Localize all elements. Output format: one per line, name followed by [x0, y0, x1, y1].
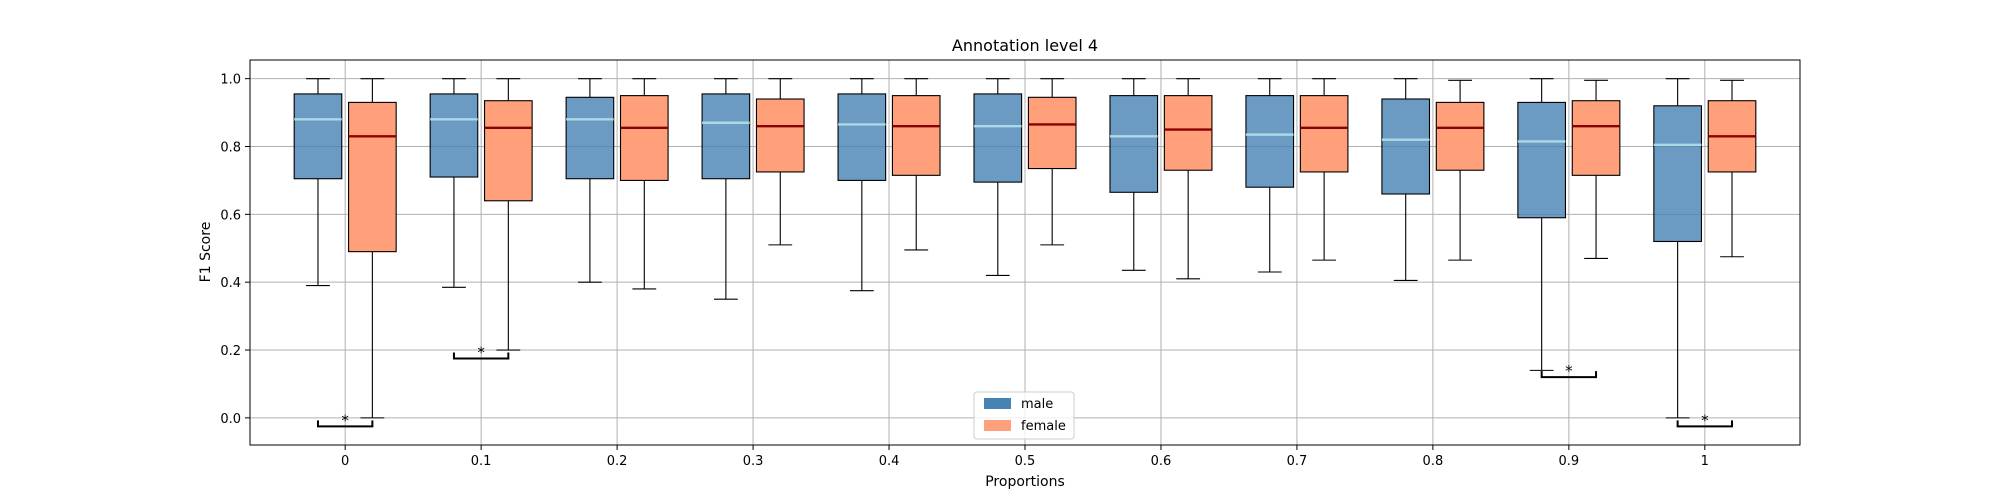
x-tick-label: 0.1 — [471, 454, 492, 469]
box-male — [1245, 95, 1295, 188]
box-male — [1653, 105, 1702, 243]
y-tick-label: 0.6 — [220, 208, 241, 223]
y-tick-label: 0.8 — [220, 140, 241, 155]
significance-star: * — [477, 344, 485, 362]
significance-bracket — [316, 420, 374, 428]
box-female — [891, 95, 941, 176]
box-male — [293, 93, 343, 180]
y-tick-label: 1.0 — [220, 73, 241, 88]
x-axis-title: Proportions — [985, 474, 1065, 490]
box-female — [1027, 96, 1077, 170]
box-male — [565, 96, 615, 180]
x-tick-label: 0.3 — [743, 454, 764, 469]
legend-label-male: male — [1021, 397, 1053, 412]
x-tick-label: 0.8 — [1423, 454, 1444, 469]
box-series-layer — [293, 78, 1757, 419]
box-female — [1163, 95, 1213, 171]
legend-label-female: female — [1021, 419, 1066, 434]
box-male — [701, 93, 751, 180]
box-female — [619, 95, 669, 181]
significance-bracket — [452, 352, 510, 360]
legend-swatch-male — [984, 398, 1011, 409]
x-tick-label: 0.7 — [1287, 454, 1308, 469]
box-male — [973, 93, 1023, 183]
box-male — [1381, 98, 1431, 195]
significance-star: * — [1565, 362, 1573, 380]
box-female — [1435, 101, 1485, 171]
legend-swatch-female — [984, 420, 1011, 431]
box-male — [1109, 95, 1159, 193]
x-tick-label: 0.2 — [607, 454, 628, 469]
chart-title: Annotation level 4 — [952, 36, 1098, 55]
box-female — [755, 98, 805, 173]
x-tick-label: 1 — [1701, 454, 1709, 469]
box-male — [837, 93, 887, 181]
box-male — [1517, 101, 1567, 219]
x-tick-label: 0.4 — [879, 454, 900, 469]
box-male — [429, 93, 479, 178]
x-tick-label: 0.6 — [1151, 454, 1172, 469]
x-tick-label: 0 — [341, 454, 349, 469]
significance-bracket — [1676, 420, 1734, 428]
significance-star: * — [341, 411, 349, 429]
y-axis-title: F1 Score — [198, 222, 214, 283]
box-female — [483, 100, 533, 202]
axis-ticks: 0.0 0.2 0.4 0.6 0.8 1.0 0 0.1 0.2 0.3 0.4 0.5 0.6 0.7… — [220, 73, 1709, 469]
y-tick-label: 0.0 — [220, 412, 241, 427]
y-tick-label: 0.4 — [220, 276, 241, 291]
box-female — [348, 101, 397, 253]
significance-star: * — [1701, 411, 1709, 429]
box-female — [1571, 100, 1621, 176]
legend: male female — [973, 391, 1075, 440]
x-tick-label: 0.9 — [1559, 454, 1580, 469]
x-tick-label: 0.5 — [1015, 454, 1036, 469]
significance-bracket — [1540, 371, 1598, 379]
box-female — [1299, 95, 1349, 173]
y-tick-label: 0.2 — [220, 344, 241, 359]
significance-layer: * * * * — [316, 344, 1734, 429]
